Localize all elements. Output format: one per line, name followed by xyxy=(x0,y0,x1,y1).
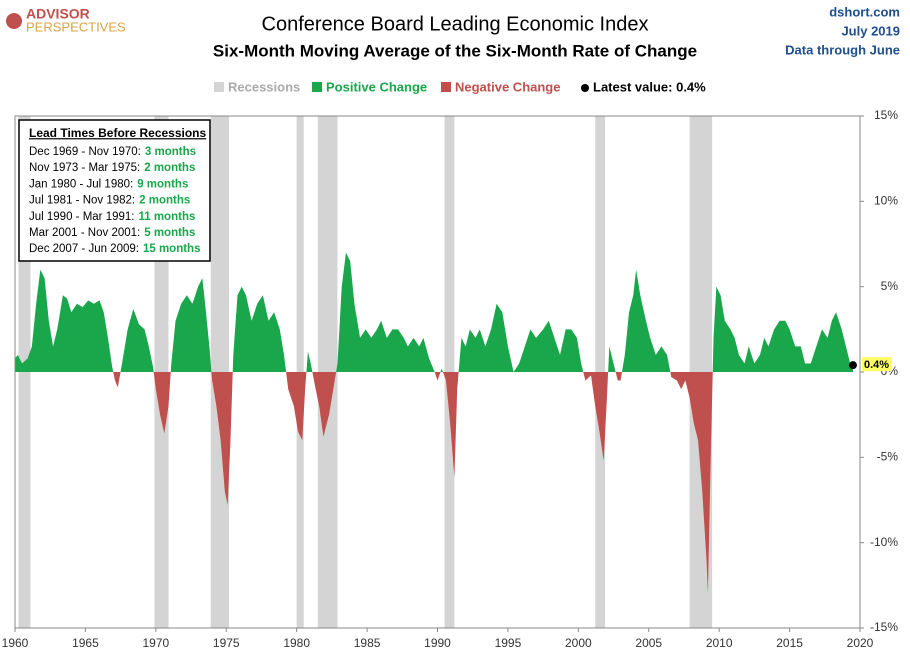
period: Dec 2007 - Jun 2009: xyxy=(29,243,139,255)
source: Data through June xyxy=(785,42,900,57)
period: Dec 1969 - Nov 1970: xyxy=(29,146,141,158)
logo: ADVISOR PERSPECTIVES xyxy=(6,6,126,34)
legend-swatch xyxy=(441,82,451,92)
y-tick-label: -10% xyxy=(870,535,898,549)
x-tick-label: 1985 xyxy=(354,636,381,650)
lead-time-row: Dec 1969 - Nov 1970: 3 months xyxy=(29,146,196,158)
y-tick-label: 5% xyxy=(881,279,899,293)
source: July 2019 xyxy=(841,23,900,38)
chart-title: Conference Board Leading Economic Index xyxy=(262,13,649,35)
logo-text: PERSPECTIVES xyxy=(26,19,126,34)
period: Jul 1990 - Mar 1991: xyxy=(29,211,134,223)
legend-swatch xyxy=(581,84,589,92)
y-tick-label: 15% xyxy=(874,108,898,122)
lead: 5 months xyxy=(144,227,195,239)
legend: Recessions Positive Change Negative Chan… xyxy=(214,79,706,94)
lead: 2 months xyxy=(139,195,190,207)
lead: 15 months xyxy=(143,243,201,255)
logo-text: ADVISOR xyxy=(26,6,90,22)
period: Jan 1980 - Jul 1980: xyxy=(29,178,133,190)
latest-label-bg xyxy=(862,357,892,372)
y-tick-label: 10% xyxy=(874,194,898,208)
x-tick-label: 2000 xyxy=(565,636,592,650)
x-tick-label: 2010 xyxy=(706,636,733,650)
period: Nov 1973 - Mar 1975: xyxy=(29,162,140,174)
lead: 2 months xyxy=(144,162,195,174)
latest-marker xyxy=(848,361,857,370)
negative-area xyxy=(15,372,853,594)
annotation-title: Lead Times Before Recessions xyxy=(29,126,207,140)
lead-time-row: Jan 1980 - Jul 1980: 9 months xyxy=(29,178,188,190)
legend-swatch xyxy=(214,82,224,92)
lead-time-row: Jul 1981 - Nov 1982: 2 months xyxy=(29,195,190,207)
x-tick-label: 1965 xyxy=(72,636,99,650)
latest-label: 0.4% xyxy=(864,359,889,371)
lead-time-row: Jul 1990 - Mar 1991: 11 months xyxy=(29,211,195,223)
lead: 3 months xyxy=(145,146,196,158)
x-tick-label: 2020 xyxy=(847,636,874,650)
legend-label: Negative Change xyxy=(455,79,560,94)
y-tick-label: -5% xyxy=(877,450,899,464)
period: Mar 2001 - Nov 2001: xyxy=(29,227,140,239)
x-tick-label: 1970 xyxy=(142,636,169,650)
lead-times-box: Lead Times Before Recessions Dec 1969 - … xyxy=(18,119,211,262)
legend-swatch xyxy=(312,82,322,92)
plot-area: -15%-10%-5%0%5%10%15%1960196519701975198… xyxy=(2,108,899,650)
x-tick-label: 2015 xyxy=(776,636,803,650)
source: dshort.com xyxy=(829,4,900,19)
logo-icon xyxy=(6,13,22,29)
legend-label: Recessions xyxy=(228,79,300,94)
y-tick-label: -15% xyxy=(870,620,898,634)
legend-label: Latest value: 0.4% xyxy=(593,79,706,94)
annotation-box xyxy=(18,119,211,262)
lead-time-row: Mar 2001 - Nov 2001: 5 months xyxy=(29,227,195,239)
lead: 11 months xyxy=(138,211,195,223)
x-tick-label: 2005 xyxy=(635,636,662,650)
x-tick-label: 1980 xyxy=(283,636,310,650)
x-tick-label: 1990 xyxy=(424,636,451,650)
lead-time-row: Dec 2007 - Jun 2009: 15 months xyxy=(29,243,200,255)
x-tick-label: 1995 xyxy=(495,636,522,650)
legend-label: Positive Change xyxy=(326,79,427,94)
positive-area xyxy=(15,252,853,372)
chart-subtitle: Six-Month Moving Average of the Six-Mont… xyxy=(213,41,697,60)
lead-time-row: Nov 1973 - Mar 1975: 2 months xyxy=(29,162,195,174)
lead: 9 months xyxy=(137,178,188,190)
period: Jul 1981 - Nov 1982: xyxy=(29,195,135,207)
x-tick-label: 1960 xyxy=(2,636,29,650)
x-tick-label: 1975 xyxy=(213,636,240,650)
